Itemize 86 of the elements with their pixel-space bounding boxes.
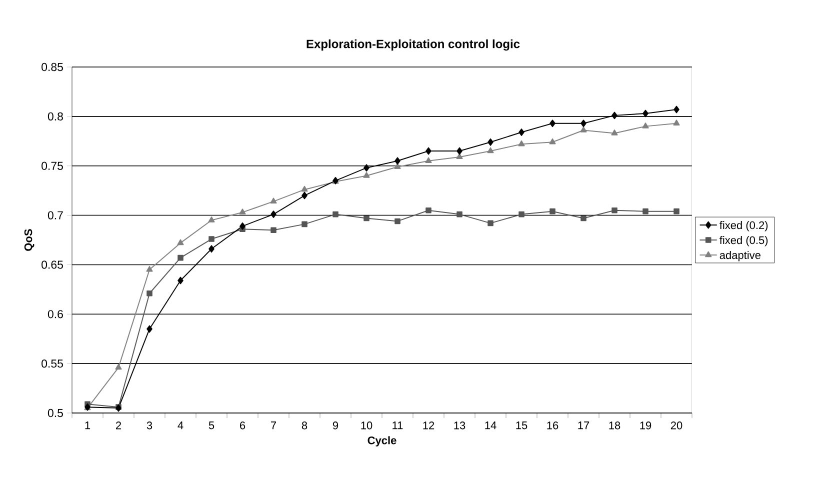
point xyxy=(642,122,649,128)
y-tick-label: 0.7 xyxy=(48,211,63,220)
point xyxy=(580,120,586,128)
point xyxy=(240,222,246,230)
x-axis-title: Cycle xyxy=(368,436,396,446)
x-tick-label: 20 xyxy=(670,422,682,430)
point xyxy=(270,227,276,234)
point xyxy=(580,215,586,222)
point xyxy=(456,153,463,160)
y-tick-label: 0.8 xyxy=(48,112,63,120)
x-tick-label: 11 xyxy=(392,422,403,430)
point xyxy=(363,172,370,178)
y-axis-title: QoS xyxy=(24,229,34,251)
point xyxy=(208,245,214,253)
point xyxy=(673,120,680,126)
y-tick-label: 0.55 xyxy=(42,360,63,368)
point xyxy=(270,198,277,204)
legend-label: fixed (0.2) xyxy=(720,221,768,232)
point xyxy=(550,120,556,128)
x-tick-label: 14 xyxy=(485,422,496,430)
point xyxy=(426,207,432,214)
x-tick-label: 18 xyxy=(609,422,620,430)
legend-label: adaptive xyxy=(720,250,760,262)
point xyxy=(394,163,401,169)
y-tick-label: 0.75 xyxy=(42,162,63,170)
point xyxy=(456,147,462,155)
point xyxy=(642,208,648,214)
point xyxy=(674,106,680,114)
point xyxy=(146,290,152,296)
point xyxy=(611,130,618,136)
point xyxy=(580,126,587,132)
y-tick-label: 0.85 xyxy=(42,62,63,72)
x-tick-label: 2 xyxy=(116,422,122,430)
point xyxy=(426,147,432,155)
point xyxy=(487,147,494,154)
point xyxy=(301,186,308,192)
point xyxy=(612,112,618,120)
point xyxy=(208,236,214,242)
chart-title: Exploration-Exploitation control logic xyxy=(306,39,520,51)
point xyxy=(456,211,462,218)
point xyxy=(302,221,308,228)
point xyxy=(178,254,184,261)
point xyxy=(518,211,524,218)
point xyxy=(364,215,370,222)
point xyxy=(612,207,618,214)
point xyxy=(394,218,400,224)
x-tick-label: 5 xyxy=(208,422,214,430)
point xyxy=(550,208,556,214)
x-tick-label: 4 xyxy=(178,422,184,430)
x-tick-label: 1 xyxy=(85,422,90,430)
point xyxy=(270,210,276,218)
y-tick-label: 0.5 xyxy=(48,408,63,418)
y-tick-label: 0.65 xyxy=(42,260,63,269)
point xyxy=(642,110,648,118)
point xyxy=(146,266,153,272)
point xyxy=(488,138,494,146)
point xyxy=(364,164,370,172)
x-tick-label: 12 xyxy=(423,422,434,430)
x-tick-label: 13 xyxy=(454,422,466,430)
point xyxy=(332,211,338,218)
point xyxy=(239,208,246,214)
x-tick-label: 17 xyxy=(578,422,590,430)
point xyxy=(115,364,122,370)
point xyxy=(549,138,556,144)
point xyxy=(488,220,494,226)
point xyxy=(518,128,524,136)
x-tick-label: 19 xyxy=(640,422,652,430)
point xyxy=(208,216,215,222)
x-tick-label: 6 xyxy=(240,422,246,430)
point xyxy=(518,140,525,146)
point xyxy=(425,157,432,164)
point xyxy=(146,325,152,333)
x-tick-label: 10 xyxy=(361,422,372,430)
point xyxy=(674,208,680,214)
x-tick-label: 3 xyxy=(146,422,152,430)
point xyxy=(177,239,184,246)
x-tick-label: 9 xyxy=(332,422,338,430)
y-tick-label: 0.6 xyxy=(48,310,63,318)
x-tick-label: 16 xyxy=(547,422,558,430)
point xyxy=(394,157,400,165)
point xyxy=(178,276,184,284)
point xyxy=(302,192,308,200)
x-tick-label: 7 xyxy=(271,422,276,430)
x-tick-label: 15 xyxy=(516,422,528,430)
legend-label: fixed (0.5) xyxy=(720,236,768,246)
x-tick-label: 8 xyxy=(302,422,308,430)
